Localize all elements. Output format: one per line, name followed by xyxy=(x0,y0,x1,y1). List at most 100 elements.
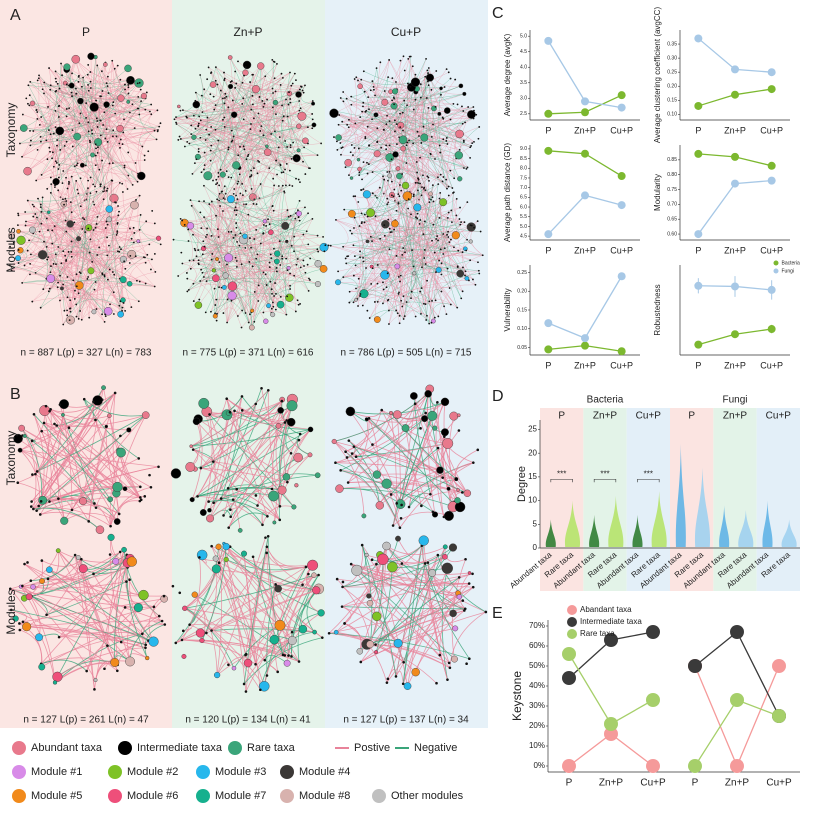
network-node xyxy=(244,66,247,68)
network-node xyxy=(391,219,399,228)
network-node xyxy=(259,242,262,245)
network-edge xyxy=(349,291,400,316)
network-node xyxy=(466,166,469,169)
network-edge xyxy=(178,104,289,141)
network-node xyxy=(428,322,431,325)
network-node xyxy=(432,200,435,203)
network-node xyxy=(266,514,269,518)
network-node xyxy=(53,422,56,426)
network-edge xyxy=(353,245,463,253)
network-edge xyxy=(348,119,373,128)
network-node xyxy=(79,272,82,275)
network-node xyxy=(403,682,412,690)
network-node xyxy=(276,300,285,309)
network-node xyxy=(203,184,205,187)
network-node xyxy=(104,106,107,109)
network-node xyxy=(124,88,126,91)
network-node xyxy=(380,270,390,280)
network-node xyxy=(282,473,291,481)
network-node xyxy=(291,185,294,187)
network-node xyxy=(144,646,147,650)
network-node xyxy=(335,577,339,581)
network-edge xyxy=(363,221,465,294)
network-node xyxy=(223,102,226,105)
significance-bracket xyxy=(550,478,573,483)
network-node xyxy=(393,103,395,106)
network-edge xyxy=(278,407,292,507)
network-node xyxy=(446,143,449,145)
network-node xyxy=(244,312,247,314)
network-node xyxy=(466,201,469,204)
network-node xyxy=(397,193,400,196)
network-edge xyxy=(219,71,236,195)
network-edge xyxy=(334,393,429,442)
network-edge xyxy=(208,422,286,502)
network-node xyxy=(270,312,276,318)
network-node xyxy=(104,424,109,429)
network-node xyxy=(314,281,321,288)
network-node xyxy=(276,62,278,65)
data-point xyxy=(617,347,626,356)
network-edge xyxy=(400,106,469,139)
network-node xyxy=(431,239,433,242)
network-node xyxy=(281,76,284,79)
data-point xyxy=(688,659,702,673)
network-edge xyxy=(82,77,89,132)
network-node xyxy=(288,184,291,187)
network-edge xyxy=(53,90,89,167)
network-node xyxy=(272,177,275,180)
network-node xyxy=(216,182,219,184)
network-node xyxy=(340,153,342,156)
network-edge xyxy=(211,545,313,567)
network-node xyxy=(419,182,421,185)
data-point xyxy=(617,172,626,181)
network-edge xyxy=(260,65,300,90)
network-node xyxy=(401,424,410,432)
network-node xyxy=(192,259,195,262)
network-node xyxy=(216,198,219,201)
network-node xyxy=(54,160,57,163)
network-node xyxy=(98,168,101,171)
network-node xyxy=(272,99,279,106)
y-tick-label: 15 xyxy=(528,472,537,481)
network-node xyxy=(223,116,226,119)
network-edge xyxy=(27,84,126,172)
network-node xyxy=(407,207,410,210)
network-edge xyxy=(353,446,468,494)
network-edge xyxy=(203,185,292,247)
network-node xyxy=(46,577,50,581)
network-node xyxy=(441,180,444,183)
network-edge xyxy=(455,449,478,480)
panel-label: A xyxy=(10,7,21,24)
network-node xyxy=(94,418,97,422)
y-axis-label: Average clustering coefficient (avgCC) xyxy=(653,7,662,144)
network-edge xyxy=(119,98,146,144)
network-edge xyxy=(21,427,141,498)
network-edge xyxy=(40,567,128,665)
network-node xyxy=(119,138,122,141)
network-node xyxy=(227,291,237,301)
network-node xyxy=(442,176,445,178)
network-edge xyxy=(417,190,450,243)
network-edge xyxy=(45,405,117,494)
network-node xyxy=(467,571,472,575)
network-node xyxy=(181,219,184,222)
network-edge xyxy=(260,218,313,244)
network-node xyxy=(290,655,293,658)
network-node xyxy=(131,183,134,186)
network-edge xyxy=(446,123,463,145)
network-node xyxy=(70,251,73,253)
network-node xyxy=(292,141,295,144)
network-edge xyxy=(385,224,461,228)
network-node xyxy=(18,622,21,625)
network-node xyxy=(340,605,344,608)
network-node xyxy=(413,402,417,406)
network-node xyxy=(126,427,132,433)
network-edge xyxy=(67,257,145,278)
network-edge xyxy=(46,581,127,616)
network-node xyxy=(275,267,278,269)
network-node xyxy=(193,162,196,165)
network-node xyxy=(354,264,357,267)
network-node xyxy=(70,211,73,214)
network-node xyxy=(370,283,373,285)
